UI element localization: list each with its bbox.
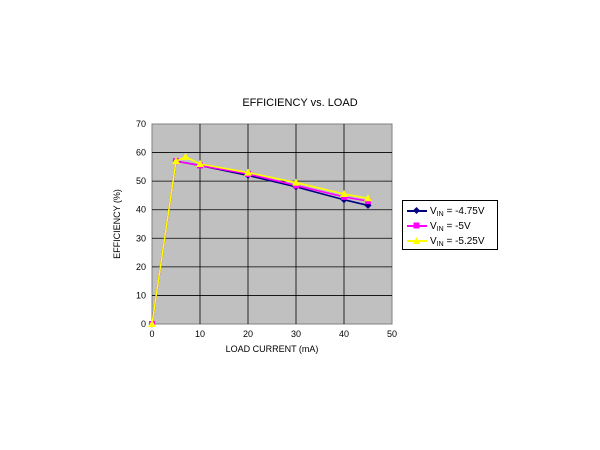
legend-swatch-3 [407,236,427,246]
x-axis-label: LOAD CURRENT (mA) [226,344,319,354]
series-3-point [172,157,180,165]
series-group [148,152,372,328]
legend-swatch-1 [407,206,427,216]
y-tick-label: 50 [136,176,146,186]
y-tick-label: 10 [136,290,146,300]
series-3-point [364,194,372,202]
y-tick-label: 30 [136,233,146,243]
y-tick-label: 60 [136,148,146,158]
series-3-point [148,320,156,327]
y-tick-label: 40 [136,205,146,215]
series-3-point [340,190,348,197]
chart-title: EFFICIENCY vs. LOAD [242,97,357,109]
tick-labels: 0 10 20 30 40 50 0 10 20 30 40 50 60 70 [136,119,397,339]
series-3-point [292,178,300,186]
legend-item-1: VIN = -4.75V [407,204,485,218]
series-3-point [196,160,204,167]
x-tick-label: 10 [195,329,205,339]
y-axis-label: EFFICIENCY (%) [112,189,122,259]
legend-label-3: VIN = -5.25V [430,235,485,248]
y-tick-label: 70 [136,119,146,129]
x-tick-label: 50 [387,329,397,339]
x-tick-label: 0 [149,329,154,339]
legend-item-2: VIN = -5V [407,219,471,233]
y-tick-label: 20 [136,262,146,272]
x-tick-label: 30 [291,329,301,339]
plot-area [151,123,393,325]
legend-item-3: VIN = -5.25V [407,234,485,248]
y-tick-label: 0 [141,319,146,329]
legend-swatch-2 [407,221,427,231]
series-3-point [181,152,190,160]
series-3-point [244,168,252,176]
legend: VIN = -4.75V VIN = -5V VIN = -5.25V [402,200,498,250]
legend-label-1: VIN = -4.75V [430,205,485,218]
legend-label-2: VIN = -5V [430,220,471,233]
x-tick-label: 20 [243,329,253,339]
x-tick-label: 40 [339,329,349,339]
